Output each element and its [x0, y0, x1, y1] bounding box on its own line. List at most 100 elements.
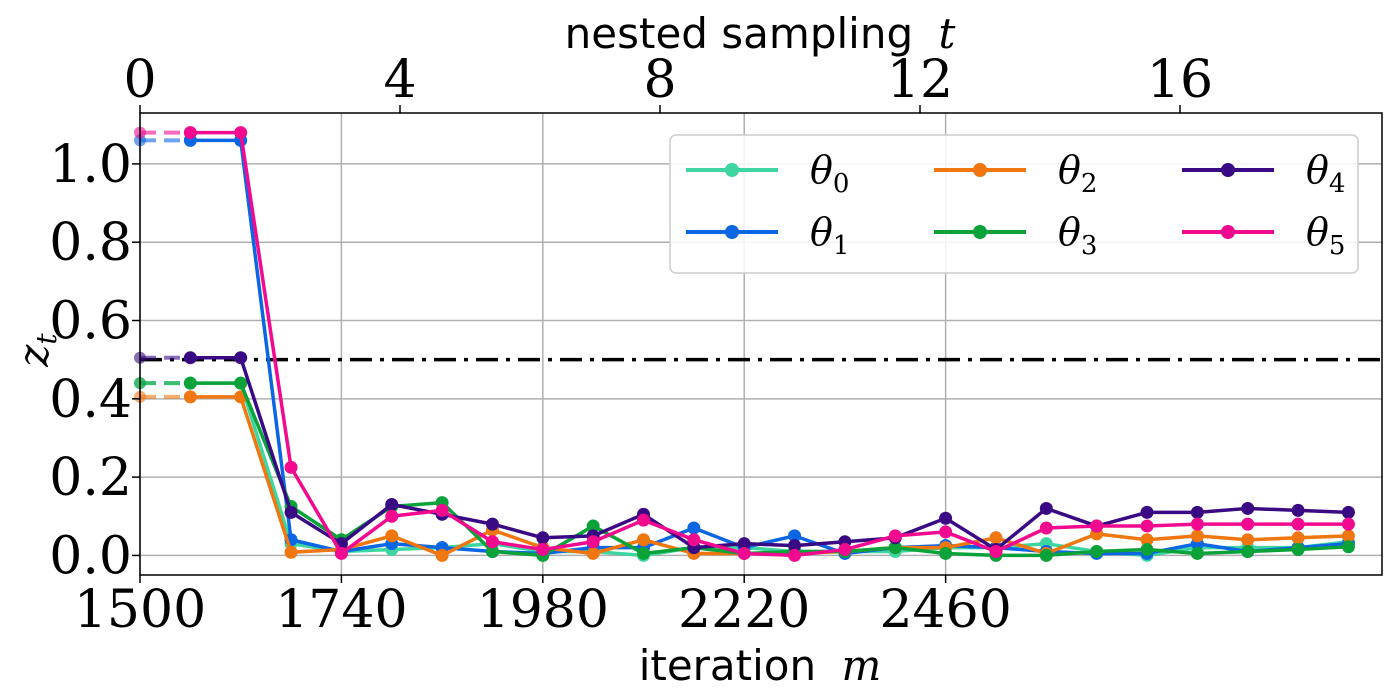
legend-swatch-marker — [725, 163, 739, 177]
legend-item-theta-3: θ3 — [934, 210, 1097, 261]
data-point — [637, 546, 651, 560]
data-point — [737, 537, 751, 551]
series-line — [190, 130, 1349, 558]
data-point — [183, 390, 197, 404]
legend-item-theta-1: θ1 — [686, 210, 849, 261]
ticks-layer: 1500 1740 1980 2220 2460 0.0 0.2 0.4 0.6 0.8 1.0 0 4… — [49, 50, 1213, 640]
data-point — [637, 513, 651, 527]
legend-item-theta-5: θ5 — [1182, 210, 1345, 261]
legend-label: θ1 — [810, 210, 849, 261]
data-point — [687, 521, 701, 535]
data-point — [788, 529, 802, 543]
data-point — [586, 519, 600, 533]
top-tick-label: 12 — [887, 50, 953, 110]
y-tick-label: 0.8 — [49, 213, 132, 273]
y-tick-label: 0.4 — [49, 370, 132, 430]
data-point — [234, 376, 248, 390]
data-point — [1190, 529, 1204, 543]
legend-item-theta-0: θ0 — [686, 148, 849, 199]
data-point — [1190, 505, 1204, 519]
data-point — [435, 548, 449, 562]
data-point — [234, 351, 248, 365]
series-line — [190, 381, 1349, 558]
x-axis-title-text: iteration — [639, 641, 816, 690]
data-point — [888, 541, 902, 555]
data-point — [1291, 531, 1305, 545]
x-axis-title: iteration m — [639, 641, 882, 690]
data-point — [385, 498, 399, 512]
legend-label: θ3 — [1058, 210, 1097, 261]
data-point — [1190, 546, 1204, 560]
legend-label-sub: 2 — [1081, 169, 1098, 199]
data-point — [1291, 543, 1305, 557]
x-tick-label: 2220 — [678, 580, 810, 640]
data-point — [1341, 505, 1355, 519]
x-axis-title-var: m — [841, 641, 881, 690]
top-tick-label: 4 — [383, 50, 416, 110]
y-tick-label: 1.0 — [49, 135, 132, 195]
data-point — [183, 376, 197, 390]
series-layer — [134, 126, 1355, 562]
legend-label-symbol: θ — [1058, 210, 1081, 254]
top-axis-title: nested sampling t — [565, 9, 956, 58]
legend-swatch-marker — [973, 163, 987, 177]
legend-label-sub: 0 — [833, 169, 850, 199]
data-point — [1140, 543, 1154, 557]
data-point — [939, 511, 953, 525]
y-axis-title-sub: t — [30, 333, 63, 345]
data-point — [1291, 517, 1305, 531]
legend-label-symbol: θ — [1306, 210, 1329, 254]
series-line — [190, 355, 1349, 552]
data-point — [1190, 517, 1204, 531]
legend-label: θ2 — [1058, 148, 1097, 199]
data-point — [637, 533, 651, 547]
top-tick-label: 0 — [123, 50, 156, 110]
data-point — [788, 539, 802, 553]
plot-frame — [139, 112, 1383, 576]
data-point — [536, 531, 550, 545]
data-point — [1090, 545, 1104, 559]
data-point — [1241, 517, 1255, 531]
legend-label-sub: 3 — [1081, 231, 1098, 261]
x-tick-label: 2460 — [879, 580, 1011, 640]
data-point — [1241, 545, 1255, 559]
data-point — [334, 546, 348, 560]
data-point — [536, 543, 550, 557]
data-point — [183, 351, 197, 365]
legend-box — [669, 134, 1359, 274]
series-line — [190, 395, 1349, 558]
top-axis-title-var: t — [938, 9, 955, 58]
data-point — [838, 543, 852, 557]
data-point — [385, 509, 399, 523]
data-point — [1241, 501, 1255, 515]
y-tick-label: 0.2 — [49, 448, 132, 508]
data-point — [385, 529, 399, 543]
data-point — [1090, 519, 1104, 533]
data-point — [1341, 529, 1355, 543]
data-point — [1241, 533, 1255, 547]
data-point — [1291, 503, 1305, 517]
data-point — [485, 517, 499, 531]
data-point — [183, 126, 197, 140]
data-point — [1341, 517, 1355, 531]
legend-item-theta-2: θ2 — [934, 148, 1097, 199]
legend-swatch-marker — [1221, 225, 1235, 239]
legend-label-symbol: θ — [810, 210, 833, 254]
data-point — [1039, 548, 1053, 562]
legend-label: θ5 — [1306, 210, 1345, 261]
legend-label: θ4 — [1306, 148, 1345, 199]
data-point — [1341, 540, 1355, 554]
data-point — [737, 546, 751, 560]
data-point — [1140, 533, 1154, 547]
legend-swatch-marker — [973, 225, 987, 239]
series-theta-5 — [134, 126, 1355, 562]
legend-label-symbol: θ — [810, 148, 833, 192]
data-point — [586, 535, 600, 549]
y-tick-label: 0.6 — [49, 292, 132, 352]
x-tick-label: 1500 — [74, 580, 206, 640]
data-point — [1140, 519, 1154, 533]
data-point — [888, 529, 902, 543]
data-point — [1140, 505, 1154, 519]
legend-item-theta-4: θ4 — [1182, 148, 1345, 199]
